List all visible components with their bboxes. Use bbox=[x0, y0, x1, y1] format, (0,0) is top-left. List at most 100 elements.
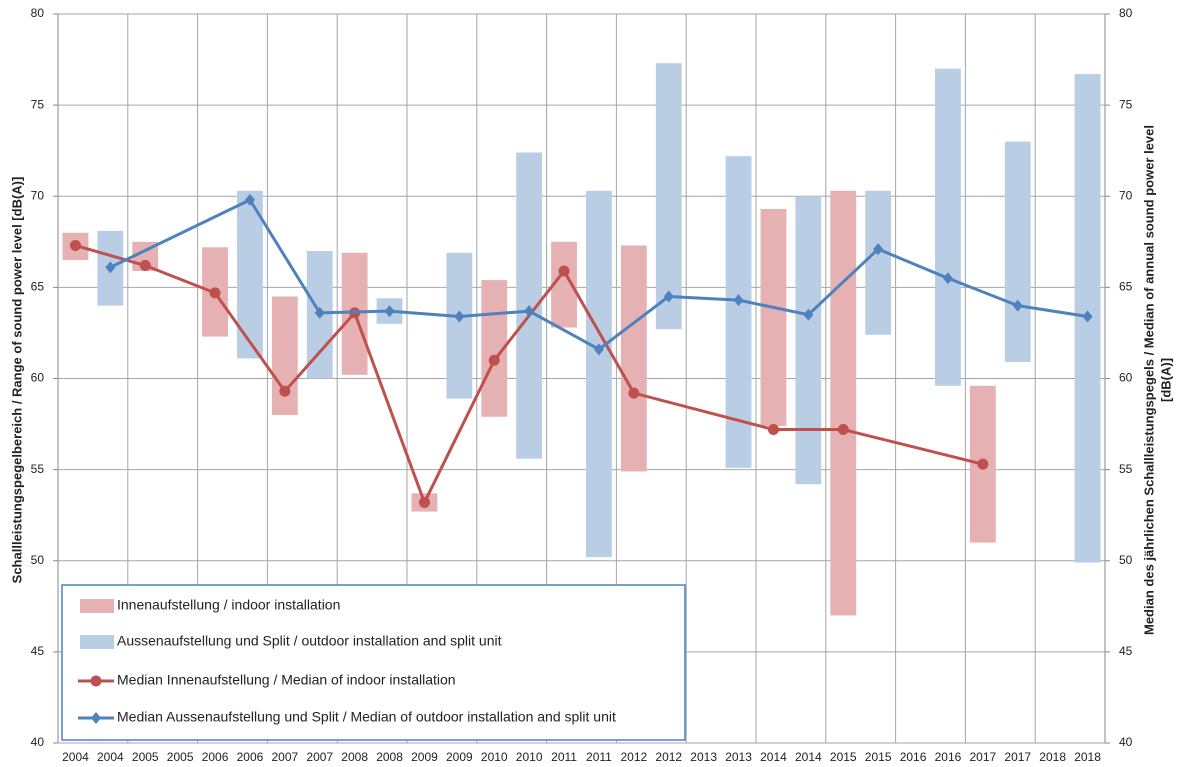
y2-axis-title: Median des jährlichen Schallleistungspeg… bbox=[1141, 125, 1156, 635]
legend: Innenaufstellung / indoor installation Au… bbox=[61, 584, 686, 741]
median-marker bbox=[524, 305, 535, 318]
x-tick-label: 2005 bbox=[167, 750, 194, 764]
y-tick-label: 60 bbox=[31, 371, 45, 385]
legend-box bbox=[61, 584, 686, 741]
x-tick-label: 2004 bbox=[97, 750, 124, 764]
x-tick-label: 2013 bbox=[690, 750, 717, 764]
x-tick-label: 2007 bbox=[306, 750, 333, 764]
x-tick-label: 2004 bbox=[62, 750, 89, 764]
range-bar bbox=[271, 296, 298, 415]
median-marker bbox=[767, 424, 779, 436]
x-tick-label: 2006 bbox=[237, 750, 264, 764]
median-marker bbox=[873, 243, 884, 256]
y2-tick-label: 70 bbox=[1119, 188, 1133, 202]
range-bar bbox=[655, 63, 682, 330]
legend-label: Aussenaufstellung und Split / outdoor in… bbox=[117, 633, 502, 649]
median-marker bbox=[384, 305, 395, 318]
range-bar bbox=[865, 190, 892, 335]
median-marker bbox=[977, 458, 989, 470]
y-tick-label: 40 bbox=[31, 735, 45, 749]
y-tick-label: 50 bbox=[31, 553, 45, 567]
median-marker bbox=[279, 385, 291, 397]
x-tick-label: 2015 bbox=[830, 750, 857, 764]
x-tick-label: 2017 bbox=[969, 750, 996, 764]
x-tick-label: 2010 bbox=[516, 750, 543, 764]
y2-axis-title: [dB(A)] bbox=[1158, 358, 1173, 402]
median-marker bbox=[837, 424, 849, 436]
median-line bbox=[109, 198, 1088, 351]
x-tick-label: 2014 bbox=[760, 750, 787, 764]
x-tick-label: 2009 bbox=[411, 750, 438, 764]
x-tick-label: 2016 bbox=[935, 750, 962, 764]
range-bar bbox=[795, 196, 822, 485]
range-bar bbox=[760, 209, 787, 426]
x-tick-label: 2009 bbox=[446, 750, 473, 764]
median-marker bbox=[105, 261, 116, 274]
range-bar bbox=[446, 252, 473, 399]
y-tick-label: 55 bbox=[31, 462, 45, 476]
x-tick-label: 2011 bbox=[586, 750, 612, 764]
x-tick-label: 2018 bbox=[1074, 750, 1101, 764]
legend-label: Innenaufstellung / indoor installation bbox=[117, 597, 340, 613]
median-marker bbox=[1012, 299, 1023, 312]
legend-label: Median Innenaufstellung / Median of indo… bbox=[117, 672, 456, 688]
x-tick-label: 2005 bbox=[132, 750, 159, 764]
x-tick-label: 2006 bbox=[202, 750, 229, 764]
x-tick-label: 2014 bbox=[795, 750, 822, 764]
x-tick-label: 2010 bbox=[481, 750, 508, 764]
median-marker bbox=[139, 260, 151, 272]
y-axis-title: Schallleistungspegelbereich / Range of s… bbox=[9, 177, 24, 584]
y2-tick-label: 50 bbox=[1119, 553, 1133, 567]
y-tick-label: 70 bbox=[31, 188, 45, 202]
x-tick-label: 2013 bbox=[725, 750, 752, 764]
y-tick-label: 80 bbox=[31, 6, 45, 20]
y2-tick-label: 40 bbox=[1119, 735, 1133, 749]
median-line bbox=[75, 244, 984, 504]
x-tick-label: 2011 bbox=[551, 750, 577, 764]
legend-marker bbox=[91, 712, 101, 724]
y-tick-label: 65 bbox=[31, 280, 45, 294]
median-marker bbox=[558, 265, 570, 277]
median-marker bbox=[418, 496, 430, 508]
x-tick-label: 2017 bbox=[1004, 750, 1031, 764]
range-bar bbox=[586, 190, 612, 558]
x-tick-label: 2012 bbox=[620, 750, 647, 764]
legend-swatch bbox=[80, 599, 114, 613]
y2-tick-label: 80 bbox=[1119, 6, 1133, 20]
y2-tick-label: 60 bbox=[1119, 371, 1133, 385]
y-tick-label: 75 bbox=[31, 97, 45, 111]
x-tick-label: 2008 bbox=[341, 750, 368, 764]
x-tick-label: 2015 bbox=[865, 750, 892, 764]
median-marker bbox=[314, 306, 325, 319]
median-marker bbox=[69, 239, 81, 251]
x-tick-label: 2012 bbox=[655, 750, 682, 764]
legend-marker bbox=[90, 675, 102, 687]
median-marker bbox=[803, 308, 814, 321]
y2-tick-label: 45 bbox=[1119, 644, 1133, 658]
x-tick-label: 2016 bbox=[900, 750, 927, 764]
range-bar bbox=[1004, 141, 1031, 363]
median-marker bbox=[663, 290, 674, 303]
range-bar bbox=[620, 245, 647, 472]
median-marker bbox=[209, 287, 221, 299]
median-marker bbox=[1082, 310, 1093, 323]
median-marker bbox=[942, 272, 953, 285]
x-tick-label: 2007 bbox=[271, 750, 298, 764]
median-marker bbox=[454, 310, 465, 323]
x-tick-label: 2018 bbox=[1039, 750, 1066, 764]
range-bar bbox=[935, 68, 961, 386]
y2-tick-label: 65 bbox=[1119, 280, 1133, 294]
legend-label: Median Aussenaufstellung und Split / Med… bbox=[117, 709, 616, 725]
y2-tick-label: 75 bbox=[1119, 97, 1133, 111]
median-marker bbox=[488, 354, 500, 366]
legend-swatch bbox=[80, 635, 114, 649]
median-marker bbox=[733, 294, 744, 307]
y-tick-label: 45 bbox=[31, 644, 45, 658]
range-bar bbox=[830, 190, 857, 616]
median-marker bbox=[628, 387, 640, 399]
y2-tick-label: 55 bbox=[1119, 462, 1133, 476]
median-marker bbox=[593, 343, 604, 356]
median-marker bbox=[244, 193, 255, 206]
